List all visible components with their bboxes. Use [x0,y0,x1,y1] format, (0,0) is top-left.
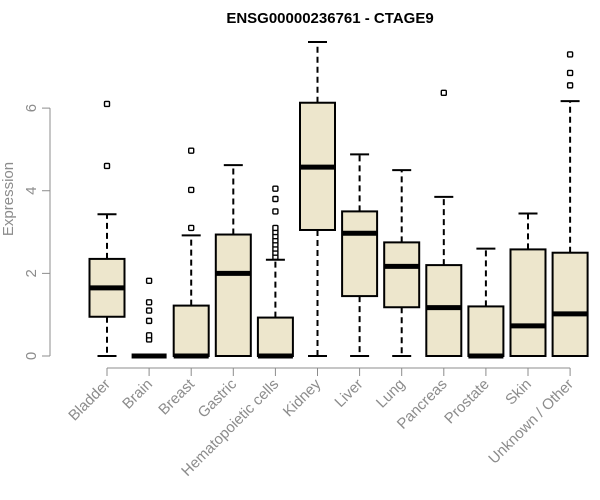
box-group [172,147,210,359]
outlier-point [272,224,279,232]
box-iqr [551,251,589,357]
box-group [131,277,167,359]
x-tick-label: Liver [331,376,366,411]
box-iqr [341,210,379,298]
outlier-point [145,299,153,306]
outlier-point [566,69,574,77]
x-tick-label: Lung [373,376,409,412]
box-iqr [172,304,210,357]
outlier-point [272,208,279,215]
x-tick-label: Breast [155,375,198,418]
outlier-point [272,185,279,192]
box-group [383,169,421,357]
box-iqr [467,305,505,357]
outlier-point [145,332,153,339]
outlier-point [145,307,153,314]
outlier-point [566,51,574,58]
y-tick-label: 0 [23,352,40,360]
x-tick-label: Brain [119,376,156,413]
box-group [256,185,294,359]
box-group [509,212,547,357]
box-group [467,247,505,359]
outlier-point [187,186,195,194]
outlier-point [103,100,111,108]
outlier-point [272,195,279,203]
x-tick-label: Kidney [280,375,325,420]
box-iqr [509,248,547,357]
box-group [214,164,252,358]
outlier-point [145,277,153,285]
x-tick-label: Prostate [441,376,493,428]
box-iqr [425,264,463,357]
x-tick-label: Bladder [65,376,114,425]
box-iqr [256,316,294,358]
outlier-point [566,82,574,89]
outlier-point [187,147,195,154]
box-group [425,89,463,357]
y-tick-label: 2 [23,269,40,277]
y-axis-label: Expression [0,162,17,236]
chart-title: ENSG00000236761 - CTAGE9 [226,10,433,27]
box-iqr [383,241,421,309]
outlier-point [103,162,111,170]
box-iqr [214,233,252,358]
outlier-point [440,89,447,97]
outlier-point [187,224,195,232]
outlier-point [145,317,153,325]
x-tick-label: Skin [502,376,535,409]
box-group [299,41,336,357]
y-axis: 0 2 4 6 [23,104,51,360]
box-group [341,153,379,357]
y-tick-label: 6 [23,104,40,112]
boxes-group [88,41,589,359]
box-group [88,100,126,357]
box-group [551,51,589,357]
y-tick-label: 4 [23,187,40,195]
